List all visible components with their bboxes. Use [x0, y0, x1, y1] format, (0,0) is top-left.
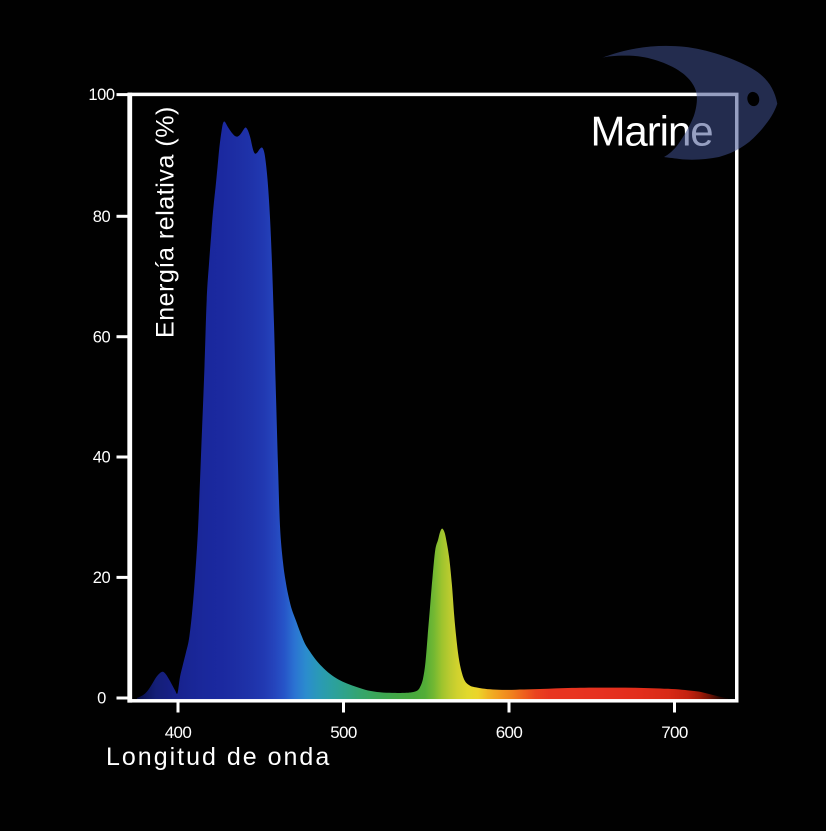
svg-text:500: 500 [330, 723, 357, 742]
svg-text:40: 40 [93, 449, 111, 467]
svg-text:80: 80 [93, 208, 111, 226]
svg-text:Longitud de onda: Longitud de onda [106, 743, 331, 771]
svg-text:20: 20 [93, 569, 111, 587]
svg-text:400: 400 [165, 723, 192, 742]
svg-text:600: 600 [496, 723, 523, 742]
svg-text:700: 700 [661, 723, 688, 742]
svg-text:100: 100 [88, 86, 115, 104]
svg-text:Energía relativa (%): Energía relativa (%) [152, 106, 180, 338]
svg-text:60: 60 [93, 328, 111, 346]
svg-text:0: 0 [97, 690, 106, 708]
